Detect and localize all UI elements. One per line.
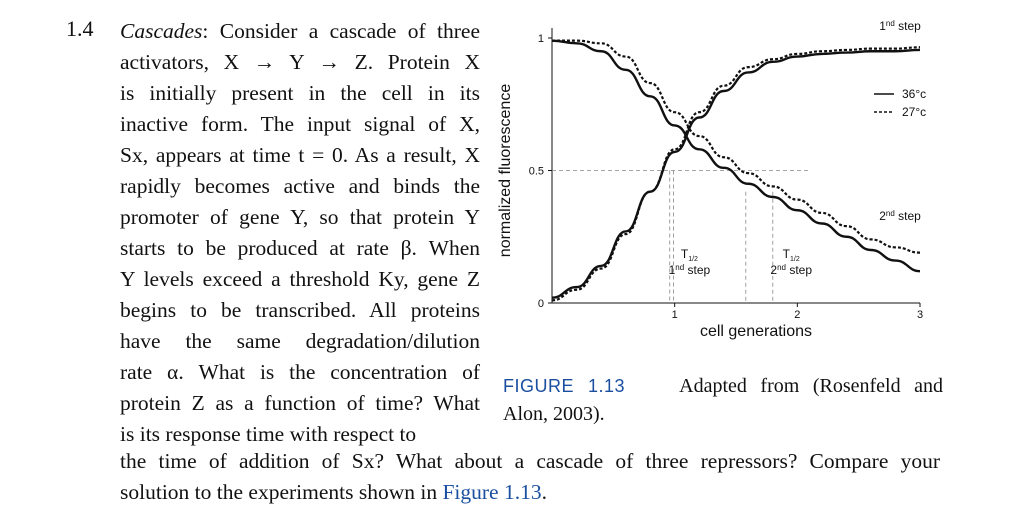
problem-line-6: rapidly becomes active and binds the bbox=[120, 174, 480, 198]
y-tick-label: 0.5 bbox=[529, 166, 544, 178]
fluorescence-chart: 0 0.5 1 1 2 3 normalized fluorescence cell gene… bbox=[497, 19, 926, 340]
figure-link[interactable]: Figure 1.13 bbox=[442, 480, 542, 504]
problem-line-3: is initially present in the cell in its bbox=[120, 81, 480, 105]
problem-line-4: inactive form. The input signal of X, bbox=[120, 112, 480, 136]
problem-line-7: promoter of gene Y, so that protein Y bbox=[120, 205, 480, 229]
t-half-step-label-1: 1nd step bbox=[669, 263, 711, 277]
problem-wide-line-1: the time of addition of Sx? What about a… bbox=[120, 449, 940, 473]
caption-line-2: Alon, 2003). bbox=[503, 403, 605, 425]
x-tick-label: 2 bbox=[794, 309, 800, 321]
problem-line-8: starts to be produced at rate β. When bbox=[120, 236, 480, 260]
series-line-3 bbox=[551, 39, 921, 273]
legend-label-2: 27°c bbox=[902, 105, 926, 119]
annotation-2nd-step: 2nd step bbox=[879, 209, 921, 223]
problem-line-14: is its response time with respect to bbox=[120, 422, 417, 446]
problem-line-1-rest: : Consider a cascade of three bbox=[202, 19, 480, 43]
problem-line-10: begins to be transcribed. All proteins bbox=[120, 298, 480, 322]
y-axis-label: normalized fluorescence bbox=[497, 84, 514, 258]
problem-line-5: Sx, appears at time t = 0. As a result, … bbox=[120, 143, 480, 167]
problem-wide-text: the time of addition of Sx? What about a… bbox=[120, 446, 940, 508]
y-tick-label: 1 bbox=[538, 33, 544, 45]
x-tick-label: 1 bbox=[672, 309, 678, 321]
problem-line-13: protein Z as a function of time? What bbox=[120, 391, 480, 415]
annotation-1nd-step: 1nd step bbox=[879, 19, 921, 33]
y-tick-label: 0 bbox=[538, 298, 544, 310]
problem-line-2: activators, X → Y → Z. Protein X bbox=[120, 50, 480, 74]
end-period: . bbox=[541, 480, 547, 504]
caption-line-1: FIGURE 1.13 Adapted from (Rosenfeld and bbox=[503, 372, 943, 400]
t-half-label-2: T1/2 bbox=[783, 247, 800, 263]
caption-label: FIGURE 1.13 bbox=[503, 376, 626, 396]
problem-line-1: Cascades: Consider a cascade of three bbox=[120, 16, 480, 47]
problem-wide-line-2: solution to the experiments shown in Fig… bbox=[120, 477, 940, 508]
series-line-2 bbox=[551, 46, 921, 302]
legend-label-1: 36°c bbox=[902, 87, 926, 101]
t-half-step-label-2: 2nd step bbox=[770, 263, 812, 277]
series-line-4 bbox=[552, 39, 921, 254]
problem-text-column: Cascades: Consider a cascade of three ac… bbox=[120, 16, 480, 450]
plot-area: 0 0.5 1 1 2 3 normalized fluorescence cell gene… bbox=[497, 19, 926, 340]
problem-wide-line-2-text: solution to the experiments shown in bbox=[120, 480, 438, 504]
problem-line-11: have the same degradation/dilution bbox=[120, 329, 480, 353]
series-line-1 bbox=[551, 48, 921, 299]
problem-line-9: Y levels exceed a threshold Ky, gene Z bbox=[120, 267, 480, 291]
x-tick-label: 3 bbox=[917, 309, 923, 321]
x-axis-label: cell generations bbox=[700, 323, 812, 340]
problem-line-12: rate α. What is the concentration of bbox=[120, 360, 480, 384]
problem-title: Cascades bbox=[120, 19, 203, 43]
problem-number: 1.4 bbox=[66, 16, 94, 41]
figure-caption: FIGURE 1.13 Adapted from (Rosenfeld and … bbox=[503, 372, 943, 428]
caption-text-1: Adapted from (Rosenfeld and bbox=[679, 375, 943, 397]
t-half-label-1: T1/2 bbox=[681, 247, 698, 263]
